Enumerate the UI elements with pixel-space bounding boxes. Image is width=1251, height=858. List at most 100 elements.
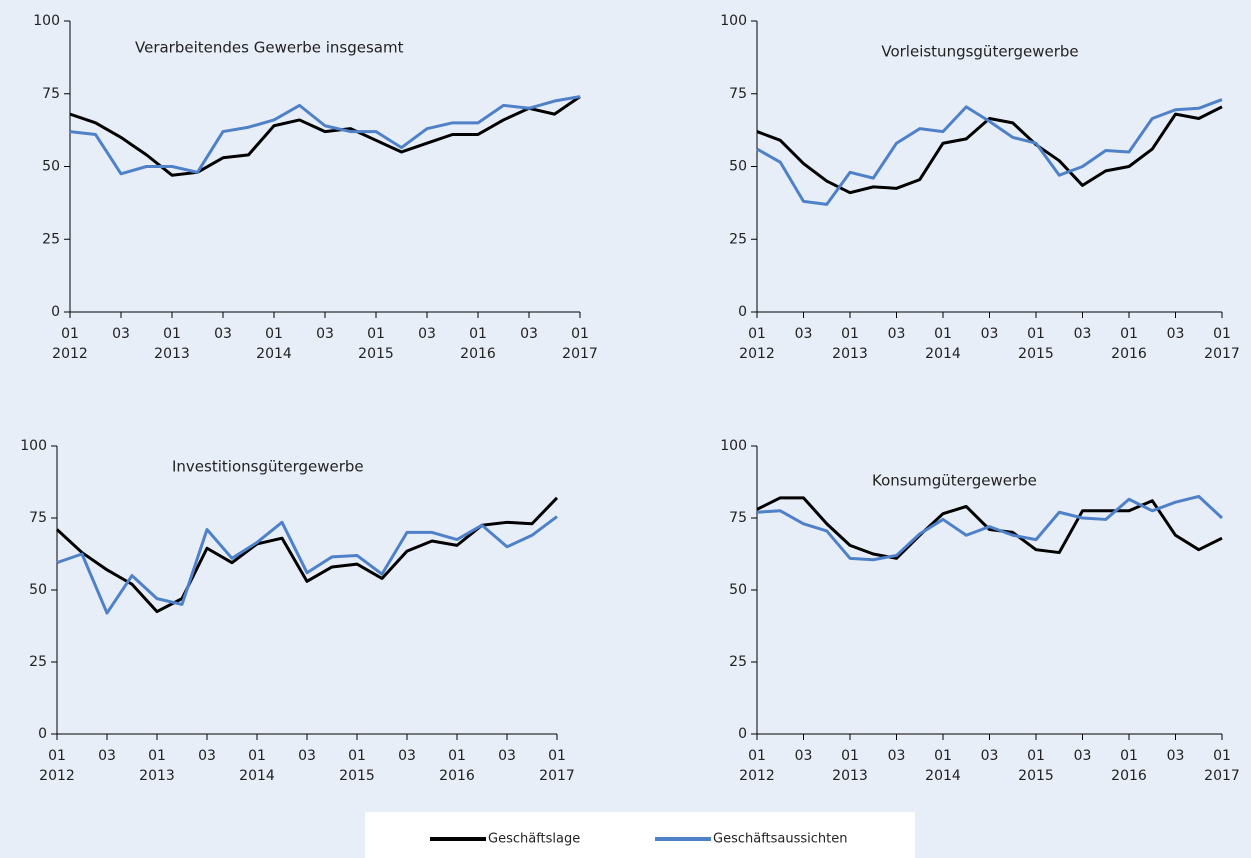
y-tick-label: 50 — [729, 159, 747, 175]
y-tick-label: 75 — [729, 86, 747, 102]
series-line — [756, 98, 1223, 206]
y-tick-label: 25 — [42, 231, 60, 247]
x-tick-label: 01 — [934, 748, 952, 764]
x-tick-label: 03 — [888, 326, 906, 342]
y-tick-label: 100 — [33, 13, 60, 29]
x-year-label: 2013 — [139, 768, 175, 784]
x-tick-label: 01 — [1120, 748, 1138, 764]
x-year-label: 2016 — [1111, 346, 1147, 362]
x-tick-label: 01 — [841, 326, 859, 342]
x-tick-label: 01 — [1213, 326, 1231, 342]
x-year-label: 2014 — [256, 346, 292, 362]
chart-title: Vorleistungsgütergewerbe — [881, 43, 1078, 61]
chart-title: Investitionsgütergewerbe — [172, 458, 364, 476]
x-tick-label: 01 — [367, 326, 385, 342]
x-tick-label: 03 — [214, 326, 232, 342]
x-tick-label: 01 — [265, 326, 283, 342]
x-year-label: 2013 — [154, 346, 190, 362]
x-tick-label: 03 — [888, 748, 906, 764]
x-year-label: 2017 — [562, 346, 598, 362]
x-tick-label: 01 — [748, 326, 766, 342]
x-tick-label: 03 — [795, 748, 813, 764]
x-tick-label: 03 — [112, 326, 130, 342]
y-tick-label: 50 — [729, 582, 747, 598]
legend-label: Geschäftslage — [488, 832, 580, 847]
x-tick-label: 01 — [348, 748, 366, 764]
x-tick-label: 03 — [795, 326, 813, 342]
x-tick-label: 03 — [981, 748, 999, 764]
x-tick-label: 01 — [934, 326, 952, 342]
x-tick-label: 03 — [98, 748, 116, 764]
x-year-label: 2017 — [1204, 768, 1240, 784]
series-line — [756, 105, 1223, 195]
x-tick-label: 03 — [1167, 326, 1185, 342]
x-year-label: 2012 — [52, 346, 88, 362]
y-tick-label: 25 — [729, 654, 747, 670]
x-year-label: 2016 — [439, 768, 475, 784]
x-year-label: 2014 — [925, 768, 961, 784]
y-tick-label: 25 — [29, 654, 47, 670]
x-tick-label: 01 — [61, 326, 79, 342]
x-tick-label: 01 — [148, 748, 166, 764]
series-line — [756, 496, 1223, 560]
x-tick-label: 03 — [1074, 748, 1092, 764]
x-tick-label: 03 — [1167, 748, 1185, 764]
x-tick-label: 01 — [1213, 748, 1231, 764]
y-tick-label: 100 — [720, 13, 747, 29]
chart-title: Verarbeitendes Gewerbe insgesamt — [135, 39, 404, 57]
x-year-label: 2015 — [339, 768, 375, 784]
legend-box — [365, 812, 915, 858]
legend-label: Geschäftsaussichten — [713, 832, 848, 847]
y-tick-label: 50 — [29, 582, 47, 598]
x-tick-label: 03 — [418, 326, 436, 342]
x-tick-label: 01 — [469, 326, 487, 342]
x-year-label: 2012 — [739, 768, 775, 784]
y-tick-label: 0 — [51, 304, 60, 320]
x-year-label: 2017 — [1204, 346, 1240, 362]
x-tick-label: 01 — [448, 748, 466, 764]
x-year-label: 2015 — [1018, 768, 1054, 784]
x-year-label: 2013 — [832, 768, 868, 784]
x-tick-label: 01 — [1027, 748, 1045, 764]
x-tick-label: 03 — [1074, 326, 1092, 342]
y-tick-label: 0 — [738, 304, 747, 320]
y-tick-label: 75 — [729, 510, 747, 526]
x-tick-label: 01 — [841, 748, 859, 764]
series-line — [69, 95, 581, 177]
y-tick-label: 25 — [729, 231, 747, 247]
x-tick-label: 03 — [981, 326, 999, 342]
y-tick-label: 0 — [738, 726, 747, 742]
x-year-label: 2017 — [539, 768, 575, 784]
x-tick-label: 03 — [498, 748, 516, 764]
x-tick-label: 03 — [198, 748, 216, 764]
y-tick-label: 100 — [720, 438, 747, 454]
chart-title: Konsumgütergewerbe — [872, 472, 1037, 490]
x-tick-label: 03 — [316, 326, 334, 342]
series-line — [69, 95, 581, 176]
y-tick-label: 100 — [20, 438, 47, 454]
x-year-label: 2012 — [739, 346, 775, 362]
x-tick-label: 03 — [398, 748, 416, 764]
x-year-label: 2014 — [239, 768, 275, 784]
x-year-label: 2013 — [832, 346, 868, 362]
x-tick-label: 01 — [548, 748, 566, 764]
x-tick-label: 01 — [1120, 326, 1138, 342]
x-tick-label: 01 — [248, 748, 266, 764]
x-year-label: 2016 — [460, 346, 496, 362]
x-year-label: 2015 — [358, 346, 394, 362]
x-year-label: 2014 — [925, 346, 961, 362]
x-tick-label: 03 — [520, 326, 538, 342]
x-tick-label: 01 — [48, 748, 66, 764]
series-line — [56, 515, 558, 615]
x-tick-label: 01 — [163, 326, 181, 342]
y-tick-label: 75 — [29, 510, 47, 526]
x-tick-label: 03 — [298, 748, 316, 764]
series-line — [756, 494, 1224, 562]
x-tick-label: 01 — [571, 326, 589, 342]
x-tick-label: 01 — [748, 748, 766, 764]
x-tick-label: 01 — [1027, 326, 1045, 342]
x-year-label: 2016 — [1111, 768, 1147, 784]
series-line — [55, 496, 559, 614]
y-tick-label: 75 — [42, 86, 60, 102]
